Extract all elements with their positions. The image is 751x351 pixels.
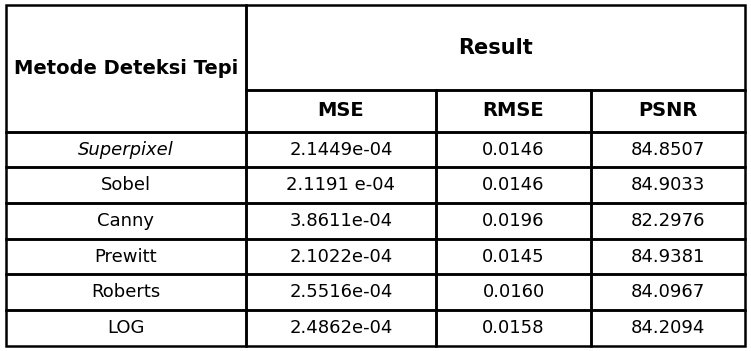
Text: 84.8507: 84.8507	[631, 140, 705, 159]
Text: 0.0145: 0.0145	[482, 247, 545, 266]
Text: Superpixel: Superpixel	[78, 140, 173, 159]
Bar	[591, 90, 745, 132]
Text: 0.0146: 0.0146	[482, 176, 544, 194]
Text: Result: Result	[458, 38, 532, 58]
Bar	[591, 239, 745, 274]
Bar	[246, 5, 745, 90]
Bar	[591, 132, 745, 167]
Bar	[6, 239, 246, 274]
Bar	[436, 203, 591, 239]
Bar	[436, 167, 591, 203]
Bar	[6, 5, 246, 132]
Text: 0.0146: 0.0146	[482, 140, 544, 159]
Text: 0.0196: 0.0196	[482, 212, 544, 230]
Text: PSNR: PSNR	[638, 101, 698, 120]
Bar	[6, 274, 246, 310]
Bar	[591, 310, 745, 346]
Bar	[436, 274, 591, 310]
Text: 84.2094: 84.2094	[631, 319, 705, 337]
Text: LOG: LOG	[107, 319, 144, 337]
Text: Metode Deteksi Tepi: Metode Deteksi Tepi	[14, 59, 238, 78]
Text: 2.5516e-04: 2.5516e-04	[289, 283, 393, 301]
Bar	[436, 239, 591, 274]
Bar	[436, 132, 591, 167]
Text: Canny: Canny	[98, 212, 154, 230]
Bar	[591, 203, 745, 239]
Bar	[246, 274, 436, 310]
Text: 0.0160: 0.0160	[482, 283, 544, 301]
Text: 2.1449e-04: 2.1449e-04	[289, 140, 393, 159]
Text: 2.1191 e-04: 2.1191 e-04	[286, 176, 396, 194]
Text: 2.4862e-04: 2.4862e-04	[289, 319, 393, 337]
Bar	[436, 90, 591, 132]
Bar	[591, 167, 745, 203]
Bar	[246, 310, 436, 346]
Text: 84.9033: 84.9033	[631, 176, 705, 194]
Text: 3.8611e-04: 3.8611e-04	[289, 212, 393, 230]
Bar	[246, 132, 436, 167]
Bar	[6, 167, 246, 203]
Bar	[591, 274, 745, 310]
Bar	[6, 203, 246, 239]
Text: 84.0967: 84.0967	[631, 283, 705, 301]
Text: Prewitt: Prewitt	[95, 247, 157, 266]
Text: MSE: MSE	[318, 101, 364, 120]
Text: Roberts: Roberts	[91, 283, 161, 301]
Text: 0.0158: 0.0158	[482, 319, 544, 337]
Bar	[246, 167, 436, 203]
Bar	[436, 310, 591, 346]
Bar	[246, 239, 436, 274]
Text: RMSE: RMSE	[483, 101, 544, 120]
Text: Sobel: Sobel	[101, 176, 151, 194]
Text: 82.2976: 82.2976	[631, 212, 705, 230]
Bar	[246, 90, 436, 132]
Text: 2.1022e-04: 2.1022e-04	[289, 247, 393, 266]
Text: 84.9381: 84.9381	[631, 247, 705, 266]
Bar	[6, 310, 246, 346]
Bar	[246, 203, 436, 239]
Bar	[6, 132, 246, 167]
